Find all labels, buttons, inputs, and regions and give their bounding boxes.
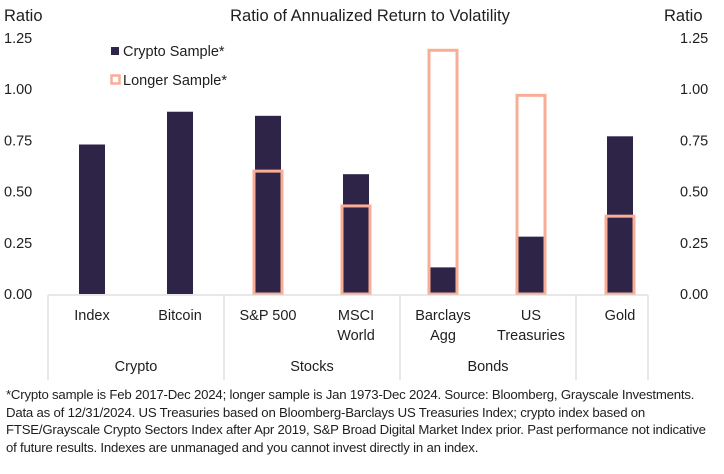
- bar-longer-sample: [515, 93, 547, 296]
- y-tick-label-right: 0.25: [680, 236, 708, 252]
- x-tick-label: World: [337, 328, 375, 344]
- bar-longer-sample: [252, 169, 284, 296]
- y-tick-label-right: 1.25: [680, 31, 708, 47]
- x-tick-label: Agg: [430, 328, 456, 344]
- chart-title: Ratio of Annualized Return to Volatility: [230, 7, 511, 25]
- x-tick-label: US: [521, 308, 541, 324]
- bar-crypto-sample: [167, 111, 193, 294]
- bar-longer-sample: [427, 48, 459, 296]
- y-tick-label-right: 0.50: [680, 185, 708, 201]
- y-tick-label-left: 0.00: [4, 287, 32, 303]
- x-group-label: Stocks: [290, 359, 334, 375]
- y-axis-label-right: Ratio: [664, 7, 703, 25]
- legend-label-crypto: Crypto Sample*: [123, 44, 225, 60]
- x-group-label: Bonds: [467, 359, 508, 375]
- y-tick-label-right: 1.00: [680, 82, 708, 98]
- chart: Ratio of Annualized Return to Volatility…: [4, 7, 708, 380]
- x-axis: Index Bitcoin S&P 500 MSCI World Barclays Agg U…: [47, 294, 649, 380]
- legend: Crypto Sample* Longer Sample*: [110, 44, 227, 89]
- bar-crypto-sample: [343, 174, 369, 294]
- legend-label-longer: Longer Sample*: [123, 73, 227, 89]
- x-tick-label: Bitcoin: [158, 308, 202, 324]
- legend-swatch-crypto: [111, 47, 119, 55]
- y-tick-label-left: 1.25: [4, 31, 32, 47]
- bars: [79, 48, 636, 296]
- y-axis-label-left: Ratio: [4, 7, 43, 25]
- y-tick-label-right: 0.75: [680, 133, 708, 149]
- x-tick-label: Gold: [605, 308, 636, 324]
- legend-swatch-longer: [110, 74, 121, 85]
- bar-crypto-sample: [430, 267, 456, 294]
- x-tick-label: S&P 500: [240, 308, 297, 324]
- x-tick-label: Index: [74, 308, 110, 324]
- y-axis-right: 0.00 0.25 0.50 0.75 1.00 1.25: [680, 31, 708, 303]
- bar-longer-sample: [604, 214, 636, 296]
- y-tick-label-left: 0.50: [4, 185, 32, 201]
- bar-crypto-sample: [79, 144, 105, 294]
- y-tick-label-right: 0.00: [680, 287, 708, 303]
- y-tick-label-left: 0.25: [4, 236, 32, 252]
- y-tick-label-left: 1.00: [4, 82, 32, 98]
- bar-longer-sample: [340, 204, 372, 296]
- footnote: *Crypto sample is Feb 2017-Dec 2024; lon…: [6, 387, 706, 455]
- y-axis-left: 0.00 0.25 0.50 0.75 1.00 1.25: [4, 31, 32, 303]
- bar-crypto-sample: [518, 236, 544, 294]
- bar-crypto-sample: [255, 115, 281, 294]
- x-tick-label: MSCI: [338, 308, 374, 324]
- x-tick-label: Barclays: [415, 308, 471, 324]
- y-tick-label-left: 0.75: [4, 133, 32, 149]
- x-tick-label: Treasuries: [497, 328, 565, 344]
- x-group-label: Crypto: [115, 359, 158, 375]
